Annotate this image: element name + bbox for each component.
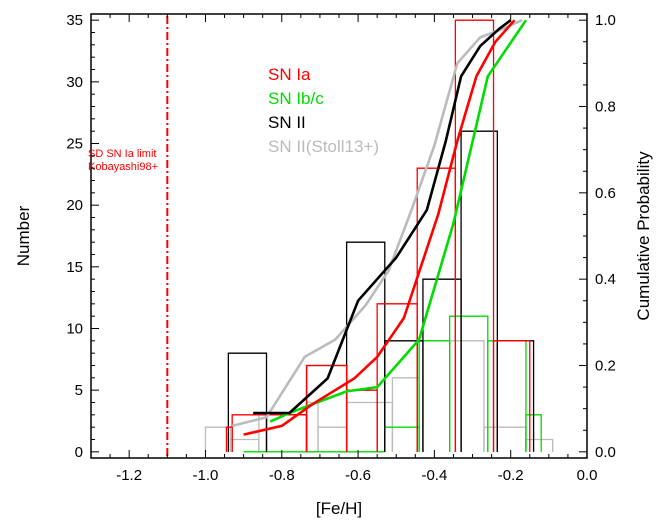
- histogram-bin: [317, 426, 348, 452]
- histogram-bin: [345, 241, 386, 452]
- y2-tick-label: 0.4: [595, 271, 616, 288]
- cumulative-line-sn-ia: [243, 19, 516, 436]
- cumulative-layer: [231, 19, 528, 436]
- y2-tick-label: 0.8: [595, 99, 616, 116]
- histogram-bin: [460, 130, 498, 452]
- x-tick-label: -0.4: [421, 467, 447, 484]
- legend-item-sn-ia: SN Ia: [268, 65, 311, 84]
- x-tick-label: -0.2: [498, 467, 524, 484]
- y2-tick-label: 1.0: [595, 12, 616, 29]
- histogram-bin: [496, 340, 535, 452]
- histogram-bin: [384, 426, 420, 452]
- cumulative-line-sn-ib-c: [269, 19, 528, 423]
- x-tick-label: -0.6: [345, 467, 371, 484]
- y2-tick-label: 0.2: [595, 357, 616, 374]
- histogram-bin: [483, 426, 527, 452]
- y-tick-label: 20: [66, 197, 83, 214]
- x-tick-label: -1.0: [193, 467, 219, 484]
- y-tick-label: 35: [66, 12, 83, 29]
- histogram-bin: [418, 340, 451, 452]
- cumulative-line-sn-ii: [253, 19, 512, 415]
- histogram-bin: [345, 401, 378, 452]
- x-tick-label: -1.2: [116, 467, 142, 484]
- annotation-text: SD SN Ia limit: [88, 148, 156, 160]
- y-tick-label: 30: [66, 74, 83, 91]
- axis-layer: -1.2 -1.0 -0.8 -0.6 -0.4 -0.2 0.0 0 5 10 15 20 25 30 3…: [66, 12, 616, 484]
- histogram-bin: [229, 438, 260, 452]
- legend-item-sn-ib-c: SN Ib/c: [268, 89, 324, 108]
- legend-item-sn-ii: SN II: [268, 113, 306, 132]
- legend: SN Ia SN Ib/c SN II SN II(Stoll13+): [268, 65, 379, 156]
- y-tick-label: 15: [66, 259, 83, 276]
- y-axis-title: Number: [14, 205, 33, 266]
- histogram-bin: [345, 389, 378, 452]
- histogram-bin: [227, 352, 268, 452]
- annotation-text: Kobayashi98+: [88, 161, 158, 173]
- histogram-bin: [305, 401, 319, 452]
- x-tick-label: 0.0: [577, 467, 598, 484]
- histogram-bin: [418, 340, 451, 452]
- legend-item-sn-ii-stoll13: SN II(Stoll13+): [268, 137, 379, 156]
- y2-tick-label: 0.6: [595, 185, 616, 202]
- histogram-bin: [492, 340, 531, 452]
- histogram-layer: [204, 19, 554, 453]
- histogram-sn-ii-stoll13: [204, 340, 554, 452]
- y2-axis-title: Cumulative Probability: [634, 151, 653, 321]
- histogram-bin: [454, 19, 495, 452]
- cumulative-line-sn-ii-stoll13: [231, 19, 523, 428]
- histogram-bin: [391, 377, 420, 452]
- plot-frame: [90, 13, 588, 459]
- x-tick-label: -0.8: [269, 467, 295, 484]
- y-tick-label: 10: [66, 321, 83, 338]
- y-tick-label: 0: [75, 444, 83, 461]
- y-tick-label: 5: [75, 382, 83, 399]
- y-tick-label: 25: [66, 136, 83, 153]
- x-axis-title: [Fe/H]: [316, 499, 362, 518]
- y2-tick-label: 0.0: [595, 444, 616, 461]
